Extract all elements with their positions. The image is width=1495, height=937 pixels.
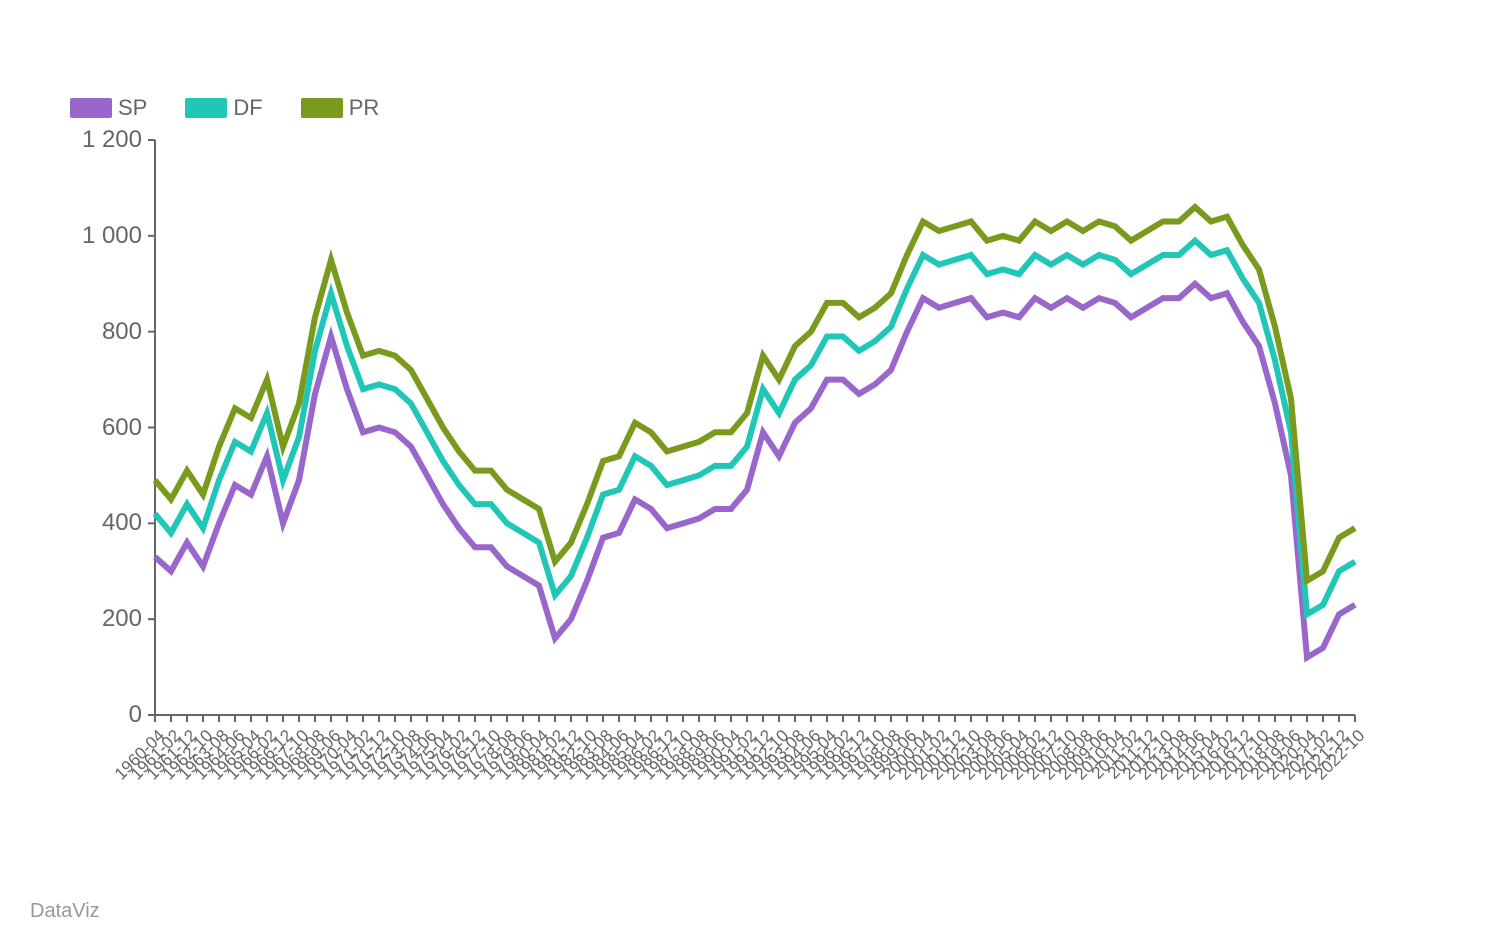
y-tick-label: 600 <box>32 414 142 442</box>
y-tick-label: 800 <box>32 318 142 346</box>
y-tick-label: 200 <box>32 605 142 633</box>
y-tick-label: 1 200 <box>32 126 142 154</box>
legend-swatch <box>70 98 112 118</box>
legend-label: SP <box>118 95 147 121</box>
legend: SP DF PR <box>70 95 379 121</box>
legend-label: DF <box>233 95 262 121</box>
series-PR <box>155 207 1355 581</box>
legend-label: PR <box>349 95 380 121</box>
y-tick-label: 400 <box>32 509 142 537</box>
watermark: DataViz <box>30 900 100 923</box>
legend-swatch <box>301 98 343 118</box>
chart-container: SPDFPR 02004006008001 0001 200 1960-0419… <box>0 0 1495 937</box>
legend-item-PR: PR <box>301 95 380 121</box>
chart-svg <box>0 0 1495 937</box>
series-SP <box>155 284 1355 658</box>
y-tick-label: 1 000 <box>32 222 142 250</box>
legend-item-SP: SP <box>70 95 147 121</box>
legend-swatch <box>185 98 227 118</box>
y-tick-label: 0 <box>32 701 142 729</box>
legend-item-DF: DF <box>185 95 262 121</box>
